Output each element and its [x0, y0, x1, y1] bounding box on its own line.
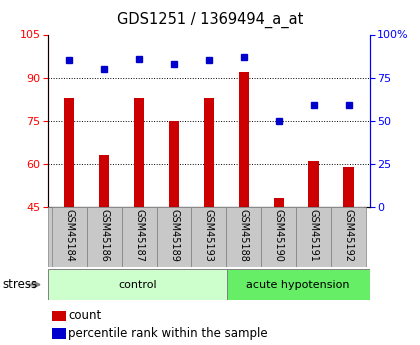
Text: GSM45184: GSM45184 [64, 209, 74, 262]
Bar [52, 207, 87, 267]
Bar [261, 207, 296, 267]
Bar [99, 155, 110, 207]
Text: GSM45191: GSM45191 [309, 209, 319, 262]
Text: percentile rank within the sample: percentile rank within the sample [68, 327, 268, 340]
Text: control: control [118, 280, 157, 289]
Text: GSM45189: GSM45189 [169, 209, 179, 262]
Bar [273, 198, 284, 207]
Bar [48, 269, 227, 300]
Bar [192, 207, 226, 267]
Text: GSM45186: GSM45186 [99, 209, 109, 262]
Bar [157, 207, 192, 267]
Bar [344, 167, 354, 207]
Bar [308, 161, 319, 207]
Bar [331, 207, 366, 267]
Bar [52, 310, 66, 321]
Text: GSM45190: GSM45190 [274, 209, 284, 262]
Text: count: count [68, 309, 102, 323]
Text: GSM45187: GSM45187 [134, 209, 144, 262]
Bar [227, 269, 370, 300]
Bar [87, 207, 122, 267]
Bar [64, 98, 74, 207]
Bar [122, 207, 157, 267]
Text: GSM45193: GSM45193 [204, 209, 214, 262]
Bar [296, 207, 331, 267]
Text: GSM45192: GSM45192 [344, 209, 354, 262]
Bar [134, 98, 144, 207]
Text: GSM45188: GSM45188 [239, 209, 249, 262]
Bar [226, 207, 261, 267]
Text: acute hypotension: acute hypotension [247, 280, 350, 289]
Bar [239, 72, 249, 207]
Bar [204, 98, 214, 207]
Bar [52, 328, 66, 339]
Bar [169, 121, 179, 207]
Text: GDS1251 / 1369494_a_at: GDS1251 / 1369494_a_at [117, 12, 303, 28]
Text: stress: stress [2, 278, 37, 291]
